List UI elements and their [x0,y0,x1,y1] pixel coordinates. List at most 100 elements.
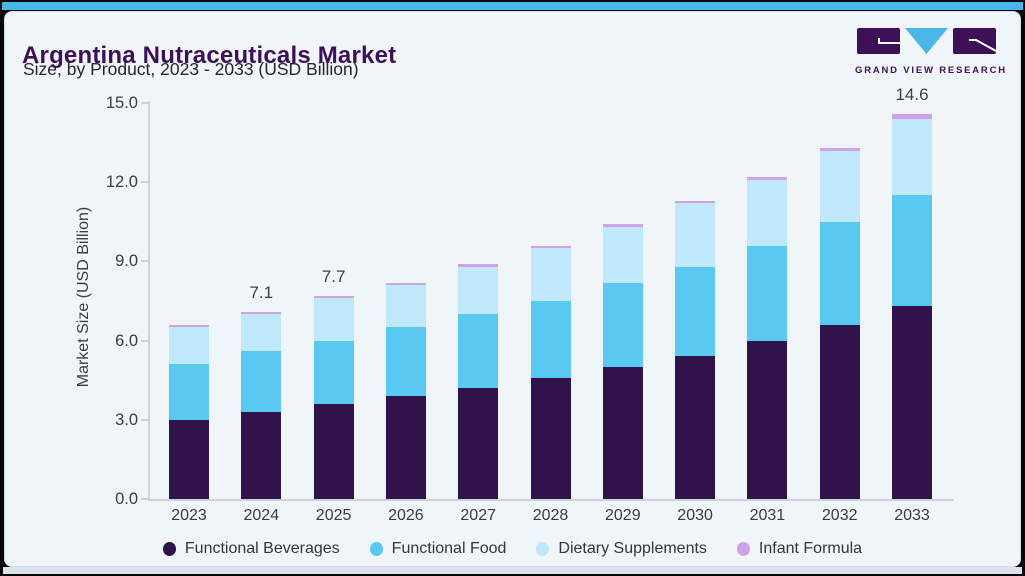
legend-marker-icon [536,541,550,556]
bar-segment [241,314,282,352]
legend-label: Dietary Supplements [558,539,707,557]
bar-segment [675,200,716,204]
legend-item: Infant Formula [736,539,863,558]
stacked-bar-2033 [892,113,932,499]
legend-marker-icon [736,541,750,556]
bar-segment [747,179,788,246]
legend-item: Functional Beverages [162,539,340,558]
stacked-bar-2023 [169,324,209,499]
bar-segment [530,377,571,499]
chart-subtitle: Size, by Product, 2023 - 2033 (USD Billi… [23,59,359,79]
legend-label: Functional Beverages [184,539,340,557]
bottom-edge-band [3,567,1022,574]
stacked-bar-2030 [675,200,716,499]
chart-legend: Functional Beverages Functional Food Dieta… [0,537,1025,560]
legend-marker-icon [369,541,383,556]
bar-segment [819,221,860,325]
y-axis-tick [141,181,149,184]
bar-segment [602,227,643,283]
bar-segment [530,248,571,302]
bar-segment [602,367,643,499]
y-axis-tick [141,102,149,104]
y-axis-tick-label: 15.0 [105,94,138,112]
x-axis-line [148,499,954,501]
bar-total-label: 7.1 [249,282,274,302]
legend-item: Dietary Supplements [536,540,707,558]
x-axis-label: 2023 [171,507,207,524]
legend-label: Functional Food [391,539,507,557]
bar-segment [313,298,354,341]
bar-segment [169,324,209,328]
bar-segment [530,245,571,249]
stacked-bar-2027 [458,264,499,499]
legend-item: Functional Food [369,539,507,558]
y-axis-tick-label: 12.0 [105,173,138,192]
bar-segment [458,314,499,389]
stacked-bar-2026 [385,282,426,499]
bar-segment [675,266,716,357]
bar-segment [385,327,426,397]
x-axis-label: 2027 [460,507,496,524]
stacked-bar-2032 [819,147,860,499]
bar-segment [313,295,354,299]
bar-segment [892,306,932,499]
bar-segment [385,396,426,499]
bar-segment [819,150,860,222]
bar-segment [313,403,354,499]
stacked-bar-2025 [313,295,354,499]
y-axis-tick-label: 0.0 [115,490,138,508]
x-axis-label: 2028 [532,507,569,524]
bar-segment [241,411,282,499]
stacked-bar-2029 [602,224,643,499]
bar-segment [892,118,932,196]
top-accent-bar [2,2,1023,10]
bar-segment [892,113,932,119]
stacked-bar-2024 [241,311,282,499]
x-axis-label: 2031 [749,507,786,524]
bar-segment [602,224,643,228]
x-axis-label: 2032 [821,507,858,524]
bar-segment [458,388,499,499]
bar-segment [892,195,932,307]
bar-segment [819,324,860,499]
bar-segment [747,176,788,180]
y-axis-tick [141,339,149,342]
stacked-bar-2031 [747,176,788,499]
bar-segment [747,245,788,341]
y-axis-tick [141,418,149,421]
x-axis-label: 2025 [315,507,352,524]
bar-segment [819,147,860,151]
x-axis-label: 2029 [605,507,641,524]
bar-segment [169,364,209,420]
y-axis-tick-label: 9.0 [115,252,138,271]
legend-marker-icon [162,541,176,556]
bar-segment [169,419,209,499]
bar-segment [385,285,426,328]
bar-total-label: 14.6 [895,84,929,104]
y-axis-line [148,101,150,501]
y-axis-tick-label: 6.0 [115,331,138,350]
gvr-logo-icon [857,28,997,54]
bar-segment [458,264,499,267]
bar-segment [675,203,716,267]
bar-segment [241,351,282,412]
chart-title: Argentina Nutraceuticals Market [22,42,397,70]
y-axis-tick [141,498,149,500]
x-axis-label: 2026 [388,507,424,524]
stacked-bar-2028 [530,245,571,499]
y-axis-tick-label: 3.0 [115,410,138,429]
x-axis-label: 2033 [894,507,930,524]
bar-segment [602,282,643,367]
x-axis-label: 2024 [243,507,280,524]
legend-label: Infant Formula [758,539,863,557]
gvr-logo-text: GRAND VIEW RESEARCH [855,65,1007,76]
y-axis-tick [141,260,149,263]
bar-segment [169,327,209,365]
bar-segment [241,311,282,315]
y-axis-title: Market Size (USD Billion) [75,206,92,388]
bar-segment [458,266,499,315]
plot-area: 0.0 3.0 6.0 9.0 12.0 15.0 2023 2024 7.1 2025 7.7 20… [106,85,952,524]
bar-total-label: 7.7 [321,266,346,286]
